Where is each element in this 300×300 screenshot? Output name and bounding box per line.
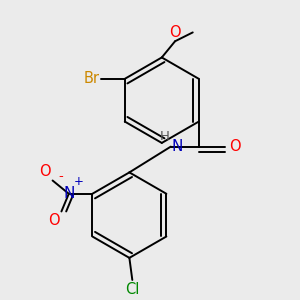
Text: Br: Br bbox=[83, 71, 99, 86]
Text: O: O bbox=[169, 25, 181, 40]
Text: H: H bbox=[159, 130, 169, 143]
Text: -: - bbox=[58, 170, 63, 184]
Text: O: O bbox=[48, 213, 60, 228]
Text: O: O bbox=[40, 164, 51, 179]
Text: N: N bbox=[63, 186, 74, 201]
Text: O: O bbox=[229, 139, 241, 154]
Text: +: + bbox=[74, 176, 84, 188]
Text: N: N bbox=[172, 139, 183, 154]
Text: Cl: Cl bbox=[125, 282, 140, 297]
